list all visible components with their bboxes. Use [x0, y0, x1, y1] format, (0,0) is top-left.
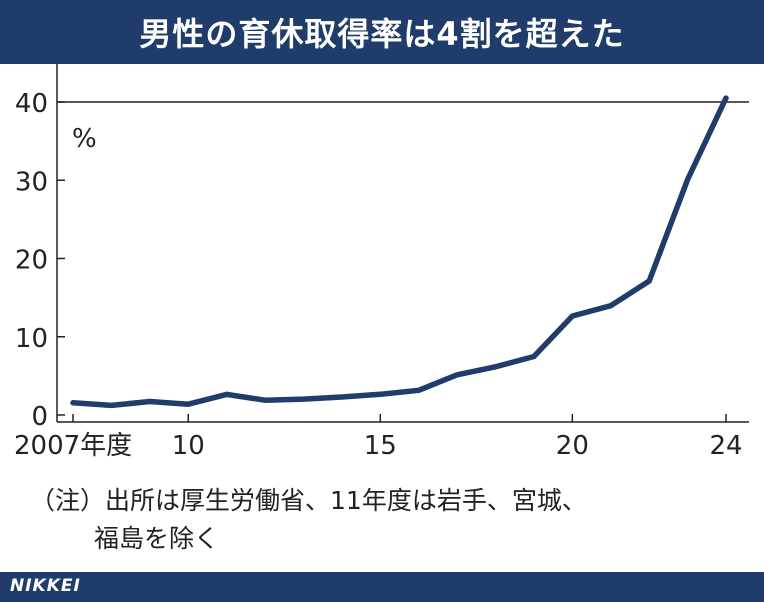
y-tick-label: 30 — [15, 167, 48, 197]
series-line — [70, 95, 729, 409]
chart-ticks: 0 10 20 30 40 2007年度 10 15 20 24 — [14, 89, 743, 461]
footnote: （注）出所は厚生労働省、11年度は岩手、宮城、 福島を除く — [30, 482, 587, 558]
y-tick-label: 0 — [31, 402, 48, 432]
x-tick-label: 20 — [556, 431, 589, 461]
y-unit-label: % — [72, 124, 97, 154]
footnote-line-1: （注）出所は厚生労働省、11年度は岩手、宮城、 — [30, 486, 587, 515]
footer-bar: NIKKEI — [0, 572, 764, 602]
line-chart: 0 10 20 30 40 2007年度 10 15 20 24 % — [14, 64, 749, 461]
footnote-line-2: 福島を除く — [94, 524, 220, 553]
x-tick-label: 15 — [364, 431, 397, 461]
chart-title: 男性の育休取得率は4割を超えた — [139, 15, 625, 53]
x-tick-label: 24 — [709, 431, 742, 461]
title-bar: 男性の育休取得率は4割を超えた — [0, 0, 764, 64]
brand-logo: NIKKEI — [10, 576, 81, 596]
chart-series — [70, 95, 729, 409]
y-tick-label: 10 — [15, 324, 48, 354]
y-tick-label: 40 — [15, 89, 48, 119]
x-tick-label: 10 — [172, 431, 205, 461]
x-tick-label: 2007年度 — [14, 431, 132, 461]
chart-axes — [56, 64, 749, 423]
y-tick-label: 20 — [15, 246, 48, 276]
